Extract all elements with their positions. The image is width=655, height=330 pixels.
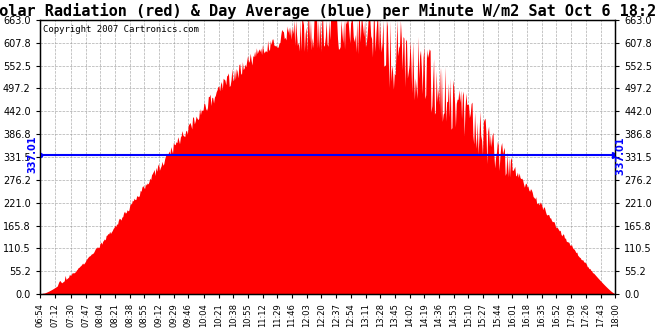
Text: 337.01: 337.01 xyxy=(27,136,37,174)
Text: 337.01: 337.01 xyxy=(616,134,626,175)
Title: Solar Radiation (red) & Day Average (blue) per Minute W/m2 Sat Oct 6 18:24: Solar Radiation (red) & Day Average (blu… xyxy=(0,3,655,19)
Text: Copyright 2007 Cartronics.com: Copyright 2007 Cartronics.com xyxy=(43,25,198,34)
